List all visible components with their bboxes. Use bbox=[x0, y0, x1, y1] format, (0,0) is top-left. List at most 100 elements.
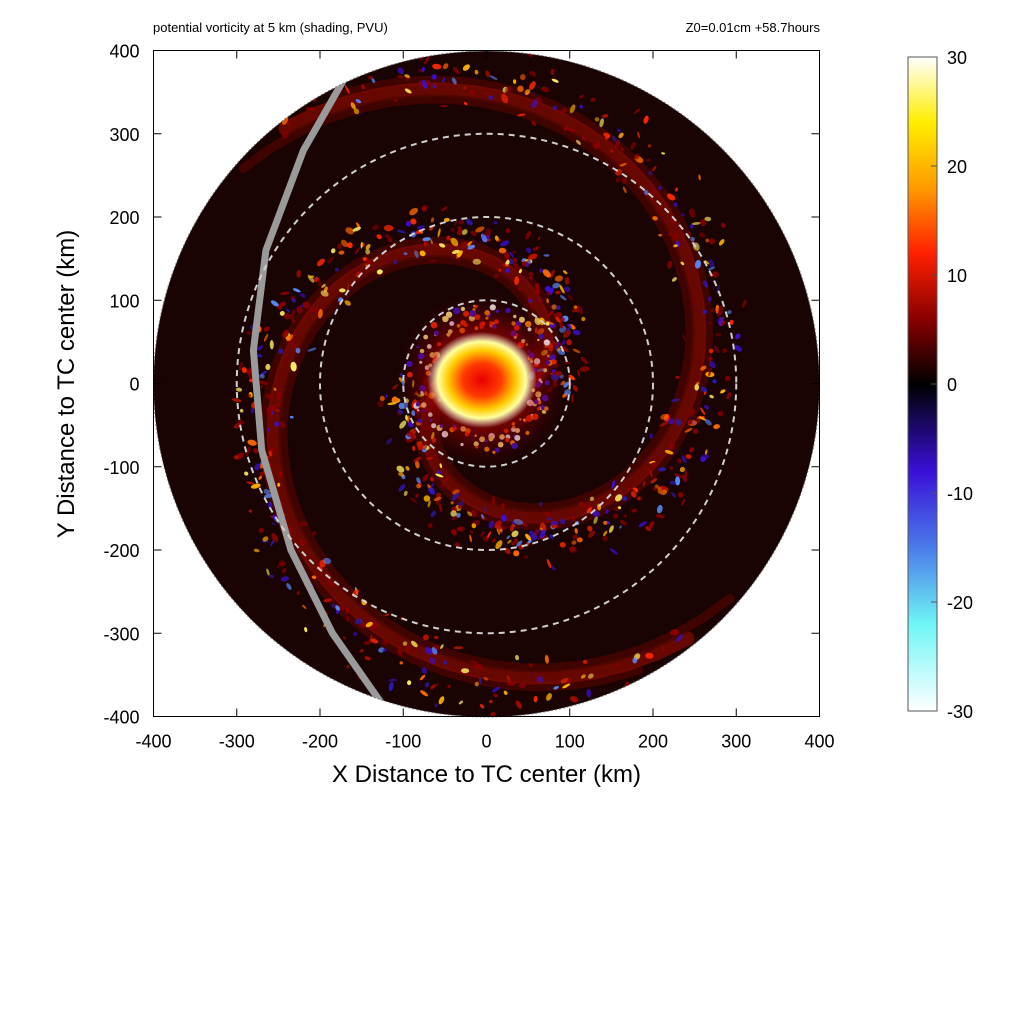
pv-cell bbox=[656, 504, 663, 514]
pv-cell bbox=[576, 537, 583, 543]
pv-cell bbox=[403, 490, 408, 496]
pv-cell bbox=[689, 447, 695, 453]
pv-cell bbox=[668, 418, 674, 425]
pv-cell bbox=[470, 660, 479, 665]
pv-cell bbox=[682, 334, 686, 342]
pv-cell bbox=[593, 516, 598, 525]
pv-cell bbox=[501, 502, 505, 509]
pv-cell bbox=[528, 271, 534, 277]
pv-cell bbox=[627, 487, 631, 492]
pv-cell bbox=[539, 529, 546, 539]
pv-cell bbox=[387, 402, 397, 406]
pv-cell bbox=[566, 128, 576, 132]
pv-cell bbox=[651, 189, 660, 197]
pv-cell bbox=[488, 520, 495, 529]
pv-cell bbox=[402, 641, 408, 646]
pv-cell bbox=[366, 640, 370, 644]
pv-cell bbox=[282, 329, 289, 338]
pv-cell bbox=[528, 299, 533, 303]
pv-cell bbox=[634, 108, 641, 114]
pv-cell bbox=[741, 299, 747, 308]
pv-cell bbox=[304, 626, 308, 633]
pv-cell bbox=[463, 86, 467, 90]
pv-cell bbox=[550, 68, 555, 75]
pv-cell bbox=[532, 246, 540, 251]
pv-cell bbox=[259, 471, 264, 477]
pv-cell bbox=[398, 484, 406, 492]
pv-cell bbox=[365, 621, 373, 628]
pv-cell bbox=[661, 152, 666, 155]
pv-cell bbox=[603, 520, 608, 525]
pv-cell bbox=[648, 171, 652, 175]
pv-cell bbox=[247, 393, 252, 398]
pv-cell bbox=[458, 700, 464, 705]
pv-cell bbox=[615, 177, 621, 183]
pv-cell bbox=[239, 408, 244, 413]
pv-cell bbox=[277, 471, 283, 478]
pv-cell bbox=[718, 239, 725, 246]
pv-cell bbox=[562, 329, 571, 338]
pv-cell bbox=[420, 690, 429, 697]
pv-cell bbox=[710, 308, 715, 312]
pv-cell bbox=[517, 287, 523, 291]
pv-cell bbox=[258, 475, 263, 480]
pv-cell bbox=[231, 398, 242, 403]
pv-cell bbox=[569, 546, 576, 552]
pv-cell bbox=[412, 445, 416, 451]
pv-cell bbox=[528, 81, 536, 90]
rainband-arm bbox=[266, 243, 695, 685]
pv-cell bbox=[347, 242, 353, 249]
pv-cell bbox=[563, 270, 568, 275]
pv-cell bbox=[441, 77, 446, 83]
pv-cell bbox=[646, 158, 651, 163]
pv-cell bbox=[286, 334, 294, 342]
pv-cell bbox=[528, 531, 535, 537]
pv-cell bbox=[359, 649, 364, 653]
pv-cell bbox=[652, 486, 657, 491]
pv-cell bbox=[713, 424, 720, 430]
pv-cell bbox=[248, 509, 253, 513]
pv-cell bbox=[534, 283, 540, 289]
pv-cell bbox=[474, 681, 479, 687]
pv-cell bbox=[587, 530, 596, 538]
pv-cell bbox=[512, 79, 517, 84]
pv-cell bbox=[708, 266, 716, 271]
pv-cell bbox=[405, 465, 410, 471]
pv-cell bbox=[670, 629, 680, 636]
pv-cell bbox=[309, 275, 315, 279]
pv-cell bbox=[651, 462, 657, 468]
pv-cell bbox=[668, 232, 673, 237]
pv-cell bbox=[602, 534, 608, 542]
pv-cell bbox=[703, 391, 707, 395]
pv-cell bbox=[648, 521, 655, 529]
pv-cell bbox=[560, 677, 569, 684]
pv-cell bbox=[547, 310, 554, 317]
pv-cell bbox=[590, 97, 596, 102]
pv-cell bbox=[536, 297, 542, 302]
pv-cell bbox=[461, 668, 470, 674]
pv-cell bbox=[505, 268, 510, 274]
pv-cell bbox=[342, 636, 347, 640]
pv-cell bbox=[339, 288, 346, 293]
pv-cell bbox=[456, 229, 463, 236]
pv-cell bbox=[490, 711, 496, 717]
pv-cell bbox=[423, 495, 431, 502]
y-tick-label: 400 bbox=[109, 42, 139, 62]
pv-cell bbox=[505, 228, 511, 234]
pv-cell bbox=[630, 491, 637, 498]
pv-cell bbox=[525, 230, 531, 240]
pv-cell bbox=[644, 189, 649, 196]
pv-cell bbox=[691, 222, 701, 225]
pv-cell bbox=[263, 326, 271, 332]
pv-cell bbox=[696, 418, 701, 423]
pv-cell bbox=[270, 300, 279, 307]
rainband-arm bbox=[278, 254, 735, 673]
y-tick-label: 0 bbox=[129, 375, 139, 395]
pv-cell bbox=[622, 186, 627, 194]
pv-cell bbox=[700, 386, 708, 393]
pv-cell bbox=[540, 86, 550, 93]
pv-cell bbox=[376, 269, 383, 275]
pv-cell bbox=[559, 317, 565, 323]
pv-cell bbox=[544, 654, 549, 664]
pv-cell bbox=[708, 259, 715, 268]
